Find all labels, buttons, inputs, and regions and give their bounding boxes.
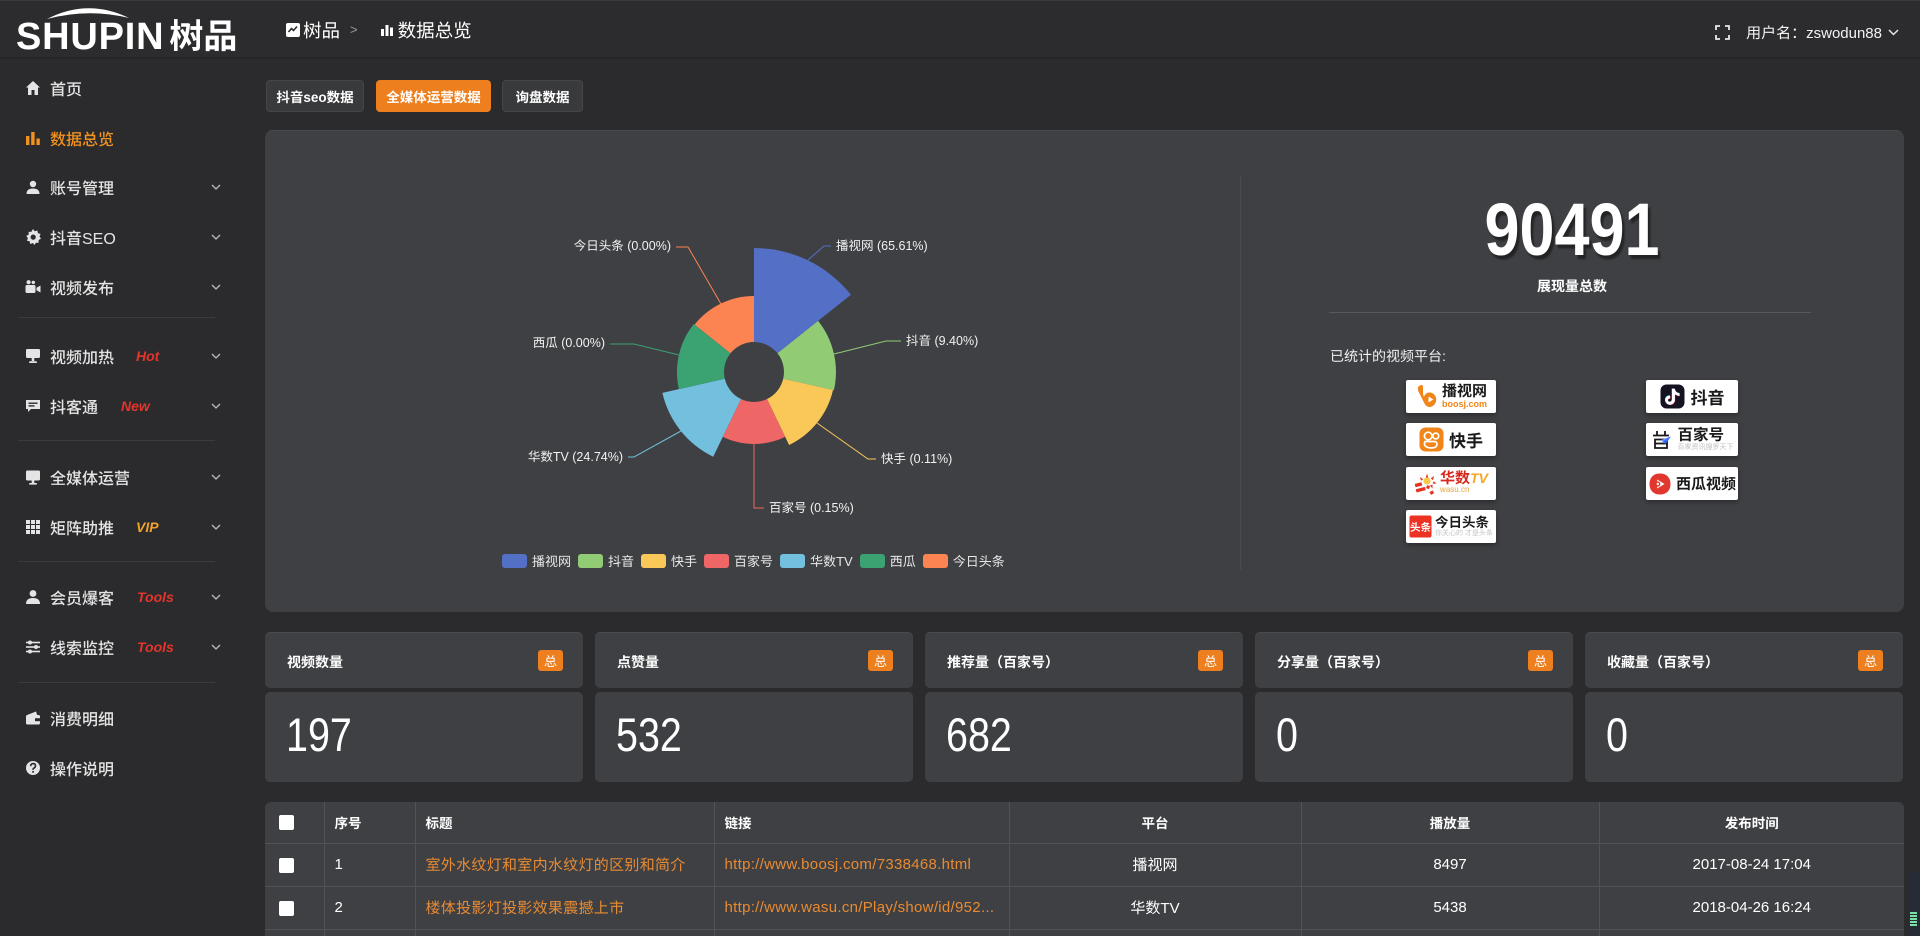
svg-text:播视网 (65.61%): 播视网 (65.61%)	[836, 239, 928, 253]
svg-text:华数TV (24.74%): 华数TV (24.74%)	[528, 450, 623, 464]
svg-text:头条: 头条	[1410, 520, 1432, 535]
svg-text:今日头条 (0.00%): 今日头条 (0.00%)	[574, 239, 671, 253]
svg-text:西瓜 (0.00%): 西瓜 (0.00%)	[533, 336, 605, 350]
svg-text:百家号 (0.15%): 百家号 (0.15%)	[769, 501, 854, 515]
svg-text:抖音 (9.40%): 抖音 (9.40%)	[906, 334, 978, 348]
svg-text:快手 (0.11%): 快手 (0.11%)	[881, 452, 952, 466]
